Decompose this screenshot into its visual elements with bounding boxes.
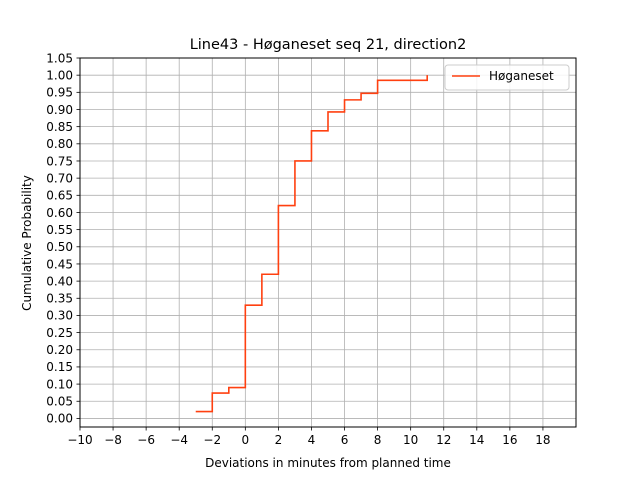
- y-tick-label: 0.45: [46, 257, 73, 271]
- y-tick-label: 0.25: [46, 326, 73, 340]
- x-tick-label: −2: [203, 433, 221, 447]
- legend-label: Høganeset: [489, 69, 554, 83]
- x-tick-label: −10: [67, 433, 92, 447]
- y-tick-label: 0.85: [46, 120, 73, 134]
- y-tick-label: 0.95: [46, 86, 73, 100]
- x-tick-label: 2: [275, 433, 283, 447]
- y-tick-label: 0.00: [46, 412, 73, 426]
- y-tick-label: 0.20: [46, 343, 73, 357]
- y-tick-label: 0.05: [46, 395, 73, 409]
- x-tick-label: 0: [242, 433, 250, 447]
- x-tick-label: 14: [469, 433, 484, 447]
- y-tick-label: 0.40: [46, 274, 73, 288]
- y-tick-label: 0.75: [46, 154, 73, 168]
- x-tick-label: 16: [502, 433, 517, 447]
- y-tick-label: 0.30: [46, 309, 73, 323]
- legend: Høganeset: [445, 65, 569, 90]
- y-tick-label: 0.90: [46, 103, 73, 117]
- y-tick-label: 0.15: [46, 360, 73, 374]
- x-tick-label: 12: [436, 433, 451, 447]
- x-tick-label: 10: [403, 433, 418, 447]
- y-tick-label: 0.35: [46, 292, 73, 306]
- chart-title: Line43 - Høganeset seq 21, direction2: [190, 37, 467, 53]
- x-tick-label: 6: [341, 433, 349, 447]
- x-tick-label: 4: [308, 433, 316, 447]
- x-tick-label: −6: [137, 433, 155, 447]
- y-tick-label: 0.50: [46, 240, 73, 254]
- x-axis-title: Deviations in minutes from planned time: [205, 456, 451, 470]
- x-tick-label: 8: [374, 433, 382, 447]
- x-tick-label: −4: [170, 433, 188, 447]
- y-tick-label: 0.60: [46, 206, 73, 220]
- x-tick-label: −8: [104, 433, 122, 447]
- y-tick-label: 0.70: [46, 171, 73, 185]
- y-tick-label: 0.55: [46, 223, 73, 237]
- y-tick-label: 0.10: [46, 377, 73, 391]
- y-tick-label: 0.65: [46, 189, 73, 203]
- x-tick-label: 18: [535, 433, 550, 447]
- y-tick-label: 1.05: [46, 51, 73, 65]
- y-tick-label: 0.80: [46, 137, 73, 151]
- y-tick-label: 1.00: [46, 68, 73, 82]
- y-axis-title: Cumulative Probability: [20, 175, 34, 311]
